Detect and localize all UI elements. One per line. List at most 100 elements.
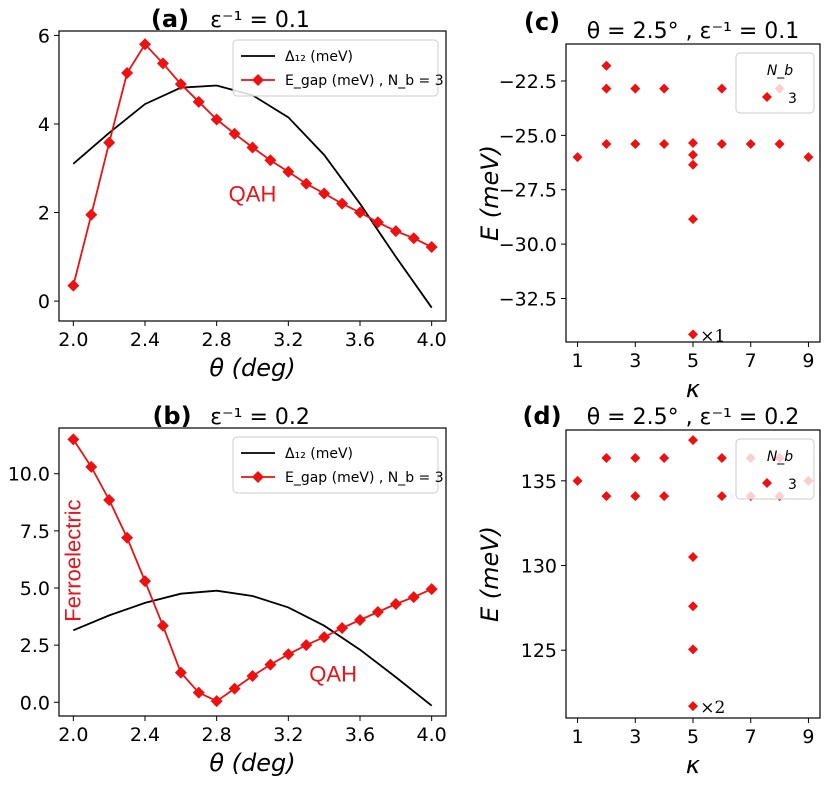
y-tick-label: 2.5 — [20, 635, 50, 657]
x-tick-label: 3 — [629, 726, 641, 748]
data-point — [156, 619, 169, 632]
data-point — [630, 491, 641, 502]
panel-label: (a) — [151, 5, 189, 33]
data-point — [67, 433, 80, 446]
data-point — [192, 95, 205, 108]
data-point — [228, 682, 241, 695]
data-point — [601, 83, 612, 94]
data-point — [407, 232, 420, 245]
chart-panel-c: (c) θ = 2.5° , ε⁻¹ = 0.1 1 3 5 7 9 −22.5 −25.0 −2… — [476, 8, 821, 403]
legend-label-gap: E_gap (meV) , N_b = 3 — [285, 470, 444, 486]
data-point — [336, 197, 349, 210]
x-axis-label: κ — [686, 751, 701, 779]
data-point — [85, 460, 98, 473]
data-point — [601, 60, 612, 71]
data-point — [803, 152, 814, 163]
y-tick-label: −32.5 — [499, 288, 557, 310]
y-tick-label: −22.5 — [499, 71, 557, 93]
data-point — [688, 435, 698, 446]
legend-marker-gap — [252, 471, 264, 483]
data-point — [318, 187, 331, 200]
multiplicity-annotation: ×2 — [700, 698, 725, 718]
data-point — [103, 494, 116, 506]
data-point — [688, 137, 698, 148]
data-point — [688, 149, 698, 160]
panel-label: (b) — [152, 402, 191, 430]
x-tick-label: 2.8 — [202, 329, 232, 351]
data-point — [85, 208, 98, 221]
x-tick-label: 3.2 — [273, 724, 303, 746]
x-tick-label: 1 — [571, 350, 583, 372]
data-point — [601, 491, 612, 502]
data-point — [389, 225, 402, 238]
x-tick-label: 7 — [745, 726, 757, 748]
y-tick-label: −25.0 — [499, 125, 557, 147]
legend-label-gap: E_gap (meV) , N_b = 3 — [285, 73, 444, 89]
data-point — [659, 139, 670, 150]
data-point — [572, 152, 583, 163]
data-point — [630, 452, 641, 463]
x-tick-label: 4.0 — [417, 329, 447, 351]
data-point — [174, 666, 187, 679]
y-tick-label: 135 — [521, 471, 557, 493]
legend-marker — [762, 92, 772, 102]
data-point — [210, 695, 223, 708]
axes-frame — [58, 30, 447, 322]
chart-panel-a: (a) ε⁻¹ = 0.1 2.0 2.4 2.8 3.2 3.6 4.0 0 2 4 6 θ (deg… — [38, 5, 447, 382]
phase-annotation: QAH — [229, 181, 277, 206]
y-tick-label: 0 — [38, 291, 50, 313]
y-tick-label: −30.0 — [499, 234, 557, 256]
x-tick-label: 7 — [745, 350, 757, 372]
y-axis-label: E (meV) — [476, 145, 504, 241]
y-tick-label: 10.0 — [8, 464, 50, 486]
x-tick-label: 5 — [687, 726, 699, 748]
data-point — [354, 206, 366, 219]
data-point — [264, 154, 277, 167]
data-point — [192, 686, 205, 699]
x-axis-label: θ (deg) — [209, 354, 295, 382]
data-point — [121, 531, 134, 544]
y-tick-label: 6 — [38, 25, 50, 47]
data-point — [282, 165, 295, 178]
data-point — [103, 136, 116, 149]
data-point — [716, 139, 727, 150]
data-point — [336, 622, 349, 634]
data-point — [688, 159, 698, 170]
data-point — [659, 491, 670, 502]
data-point — [371, 216, 384, 229]
data-point — [745, 139, 756, 150]
data-point — [300, 177, 313, 190]
data-point — [688, 601, 698, 612]
data-point — [264, 658, 277, 671]
x-tick-label: 2.4 — [130, 724, 160, 746]
data-point — [659, 452, 670, 463]
data-point — [688, 701, 698, 712]
data-point — [601, 452, 612, 463]
chart-title: θ = 2.5° , ε⁻¹ = 0.2 — [587, 405, 800, 430]
legend-marker — [762, 478, 772, 488]
axes-frame — [58, 427, 447, 717]
chart-title: ε⁻¹ = 0.2 — [210, 405, 310, 430]
data-point — [774, 139, 785, 150]
chart-title: θ = 2.5° , ε⁻¹ = 0.1 — [587, 19, 800, 44]
data-point — [121, 67, 134, 80]
data-point — [318, 631, 331, 644]
data-point — [688, 329, 698, 340]
legend-marker-gap — [252, 74, 264, 86]
data-point — [601, 139, 612, 150]
data-point — [300, 639, 313, 652]
panel-label: (c) — [524, 8, 560, 36]
y-tick-label: 125 — [521, 640, 557, 662]
data-point — [282, 648, 295, 661]
data-point — [371, 606, 384, 618]
x-tick-label: 3.6 — [345, 329, 375, 351]
chart-panel-b: (b) ε⁻¹ = 0.2 2.0 2.4 2.8 3.2 3.6 4.0 0.0 2.5 5.0 7… — [8, 402, 447, 777]
x-axis-label: κ — [686, 375, 701, 403]
legend-label: 3 — [788, 91, 797, 107]
x-tick-label: 1 — [571, 726, 583, 748]
data-point — [174, 78, 187, 91]
x-tick-label: 2.0 — [58, 329, 88, 351]
y-tick-label: 2 — [38, 203, 50, 225]
legend-box — [232, 39, 439, 97]
